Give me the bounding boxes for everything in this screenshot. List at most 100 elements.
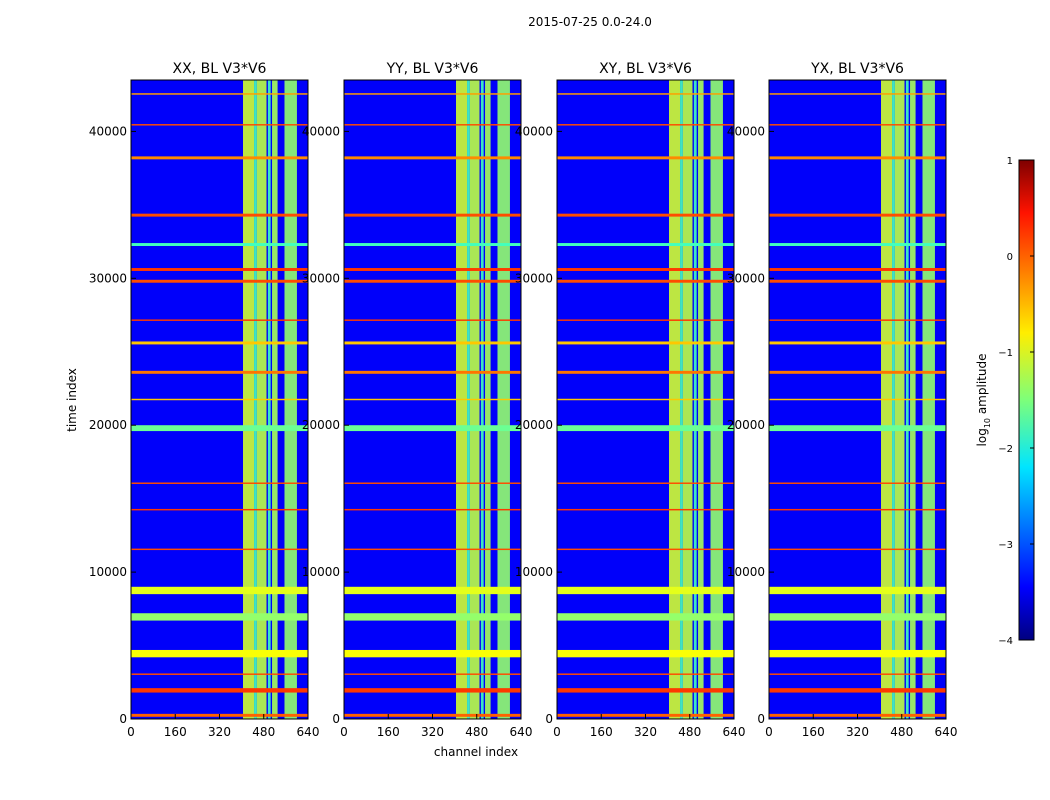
x-tick-label: 320	[634, 725, 657, 739]
time-band	[769, 341, 946, 345]
time-band	[344, 93, 521, 95]
colorbar-tick-label: −2	[998, 444, 1013, 455]
time-band	[769, 586, 946, 595]
time-band	[557, 268, 734, 271]
time-band	[557, 613, 734, 621]
time-band	[131, 508, 308, 511]
x-tick-label: 640	[297, 725, 320, 739]
time-band	[557, 688, 734, 693]
y-tick-label: 20000	[515, 418, 553, 432]
time-band	[557, 673, 734, 675]
time-band	[131, 319, 308, 321]
time-band	[557, 425, 734, 432]
colorbar-tick-label: −3	[998, 540, 1013, 551]
x-tick-label: 640	[723, 725, 746, 739]
y-tick-label: 40000	[89, 124, 127, 138]
y-tick-label: 40000	[727, 124, 765, 138]
time-band	[769, 548, 946, 551]
panel-title: XY, BL V3*V6	[599, 61, 692, 77]
panel-3: XY, BL V3*V6 0 160 320 480 640 0 10000 20000 3000…	[515, 61, 746, 739]
time-band	[344, 268, 521, 271]
y-tick-label: 0	[332, 712, 340, 726]
time-band	[344, 279, 521, 283]
time-band	[131, 341, 308, 345]
y-tick-label: 10000	[727, 565, 765, 579]
time-band	[769, 279, 946, 283]
x-tick-label: 320	[208, 725, 231, 739]
time-band	[769, 319, 946, 321]
colorbar-ticks: 1 0 −1 −2 −3 −4	[998, 156, 1034, 647]
x-tick-label: 160	[164, 725, 187, 739]
y-axis-label: time index	[65, 368, 79, 432]
y-tick-label: 10000	[515, 565, 553, 579]
y-tick-label: 30000	[89, 271, 127, 285]
colorbar-tick-label: −4	[998, 636, 1013, 647]
colorbar-tick-label: −1	[998, 348, 1013, 359]
time-band	[557, 649, 734, 658]
time-band	[344, 548, 521, 551]
time-band	[344, 243, 521, 246]
time-band	[769, 398, 946, 401]
x-tick-label: 320	[846, 725, 869, 739]
time-band	[557, 398, 734, 401]
x-tick-label: 0	[765, 725, 773, 739]
time-band	[769, 425, 946, 432]
x-tick-label: 640	[510, 725, 533, 739]
time-band	[131, 613, 308, 621]
time-band	[344, 508, 521, 511]
time-band	[769, 613, 946, 621]
time-band	[131, 243, 308, 246]
time-band	[131, 688, 308, 693]
colorbar-gradient	[1018, 159, 1035, 641]
y-tick-label: 30000	[515, 271, 553, 285]
time-band	[344, 124, 521, 126]
time-band	[131, 649, 308, 658]
time-band	[769, 649, 946, 658]
time-band	[131, 673, 308, 675]
time-band	[344, 425, 521, 432]
x-tick-label: 480	[678, 725, 701, 739]
time-band	[769, 508, 946, 511]
time-band	[344, 482, 521, 484]
time-band	[344, 341, 521, 345]
y-tick-label: 0	[545, 712, 553, 726]
panel-title: YX, BL V3*V6	[810, 61, 904, 77]
time-band	[131, 93, 308, 95]
time-band	[344, 370, 521, 374]
x-tick-label: 480	[252, 725, 275, 739]
y-tick-label: 40000	[515, 124, 553, 138]
time-band	[131, 370, 308, 374]
x-tick-label: 640	[935, 725, 958, 739]
time-band	[557, 156, 734, 160]
y-tick-label: 0	[119, 712, 127, 726]
time-band	[344, 156, 521, 160]
time-band	[131, 425, 308, 432]
time-band	[557, 586, 734, 595]
time-band	[557, 124, 734, 126]
colorbar-label: log10 amplitude	[975, 354, 992, 447]
time-band	[131, 482, 308, 484]
y-tick-label: 30000	[727, 271, 765, 285]
time-band	[344, 398, 521, 401]
panel-title: YY, BL V3*V6	[386, 61, 479, 77]
time-band	[131, 586, 308, 595]
time-band	[769, 243, 946, 246]
time-band	[344, 649, 521, 658]
colorbar: 10−1−2−3−4 log10 amplitude	[975, 156, 1035, 647]
colorbar-label-tail: amplitude	[975, 354, 989, 418]
time-band	[769, 93, 946, 95]
panel-4: YX, BL V3*V6 0 160 320 480 640 0 10000 20000 3000…	[727, 61, 958, 739]
time-band	[557, 370, 734, 374]
time-band	[769, 124, 946, 126]
time-band	[769, 156, 946, 160]
time-band	[131, 213, 308, 217]
x-tick-label: 480	[465, 725, 488, 739]
time-band	[557, 213, 734, 217]
panel-1: XX, BL V3*V6 0 160 320 480 640 0 10000 20000 3000…	[89, 61, 320, 739]
x-tick-label: 160	[590, 725, 613, 739]
x-tick-label: 0	[127, 725, 135, 739]
x-tick-label: 160	[802, 725, 825, 739]
x-tick-label: 160	[377, 725, 400, 739]
time-band	[131, 548, 308, 551]
y-tick-label: 10000	[302, 565, 340, 579]
